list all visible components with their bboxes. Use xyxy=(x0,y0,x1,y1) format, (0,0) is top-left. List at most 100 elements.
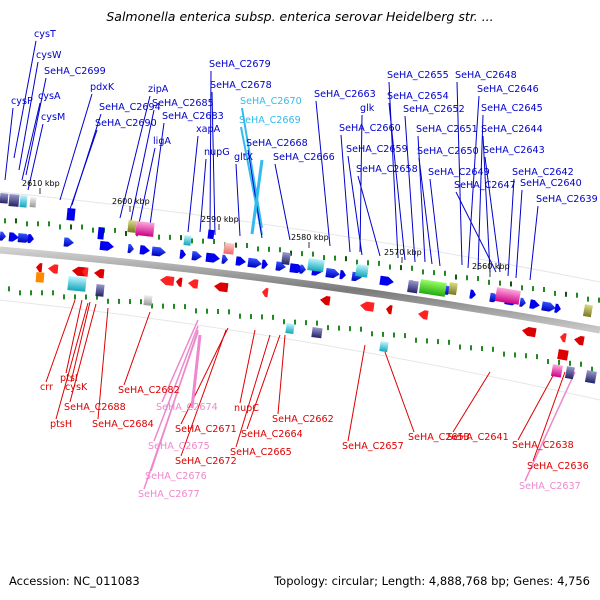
gene-label-seha-c2662[interactable]: SeHA_C2662 xyxy=(272,414,334,425)
gene-label-cysm[interactable]: cysM xyxy=(41,112,65,123)
gene-label-pdxk[interactable]: pdxK xyxy=(90,82,115,93)
gene-label-nupg[interactable]: nupG xyxy=(204,147,230,158)
category-gene-box[interactable] xyxy=(35,272,45,283)
category-gene-box[interactable] xyxy=(135,221,155,237)
forward-gene-feature[interactable] xyxy=(63,237,75,247)
gene-label-seha-c2648[interactable]: SeHA_C2648 xyxy=(455,70,517,81)
forward-gene-feature[interactable] xyxy=(0,231,6,241)
gene-label-seha-c2684[interactable]: SeHA_C2684 xyxy=(92,419,154,430)
category-gene-box[interactable] xyxy=(584,370,597,384)
category-gene-box[interactable] xyxy=(494,287,521,305)
gene-label-seha-c2655[interactable]: SeHA_C2655 xyxy=(387,70,449,81)
reverse-gene-feature[interactable] xyxy=(359,301,375,312)
gene-label-seha-c2694[interactable]: SeHA_C2694 xyxy=(99,102,161,113)
gene-label-nupc[interactable]: nupC xyxy=(234,403,259,414)
reverse-gene-feature[interactable] xyxy=(72,266,87,277)
gene-label-seha-c2699[interactable]: SeHA_C2699 xyxy=(44,66,106,77)
category-gene-box[interactable] xyxy=(8,194,20,207)
gene-label-cysa[interactable]: cysA xyxy=(38,91,61,102)
category-gene-box[interactable] xyxy=(285,323,295,334)
category-gene-box[interactable] xyxy=(281,252,291,265)
gene-label-seha-c2682[interactable]: SeHA_C2682 xyxy=(118,385,180,396)
gene-label-seha-c2658[interactable]: SeHA_C2658 xyxy=(356,164,418,175)
gene-label-seha-c2665[interactable]: SeHA_C2665 xyxy=(230,447,292,458)
category-gene-box[interactable] xyxy=(127,220,137,233)
forward-gene-feature[interactable] xyxy=(299,264,306,275)
forward-gene-feature[interactable] xyxy=(179,249,186,260)
category-gene-box[interactable] xyxy=(143,295,153,306)
gene-label-ptsi[interactable]: ptsI xyxy=(60,373,78,384)
gene-label-seha-c2645[interactable]: SeHA_C2645 xyxy=(481,103,543,114)
gene-label-seha-c2688[interactable]: SeHA_C2688 xyxy=(64,402,126,413)
forward-gene-feature[interactable] xyxy=(379,275,394,287)
gene-label-seha-c2664[interactable]: SeHA_C2664 xyxy=(241,429,303,440)
category-gene-box[interactable] xyxy=(19,195,28,208)
gene-label-ptsh[interactable]: ptsH xyxy=(50,419,72,430)
forward-gene-feature[interactable] xyxy=(99,240,115,251)
reverse-gene-feature[interactable] xyxy=(175,277,183,287)
forward-gene-feature[interactable] xyxy=(469,289,476,299)
forward-gene-feature[interactable] xyxy=(541,301,556,312)
highlight-cyan-feature[interactable] xyxy=(250,159,264,235)
category-gene-box[interactable] xyxy=(307,258,325,273)
forward-gene-feature[interactable] xyxy=(247,257,262,269)
category-gene-box[interactable] xyxy=(448,282,458,296)
category-gene-box[interactable] xyxy=(207,229,215,240)
forward-gene-feature[interactable] xyxy=(139,245,151,255)
forward-gene-feature[interactable] xyxy=(554,303,561,314)
reverse-gene-feature[interactable] xyxy=(160,275,175,286)
gene-label-seha-c2644[interactable]: SeHA_C2644 xyxy=(481,124,543,135)
gene-label-seha-c2641[interactable]: SeHA_C2641 xyxy=(447,432,509,443)
reverse-gene-feature[interactable] xyxy=(385,305,393,315)
reverse-gene-feature[interactable] xyxy=(36,263,43,273)
reverse-gene-feature[interactable] xyxy=(94,268,105,279)
category-gene-box[interactable] xyxy=(97,227,105,240)
gene-label-seha-c2666[interactable]: SeHA_C2666 xyxy=(273,152,335,163)
forward-gene-feature[interactable] xyxy=(151,246,167,257)
gene-label-cysw[interactable]: cysW xyxy=(36,50,62,61)
forward-gene-feature[interactable] xyxy=(127,243,135,254)
gene-label-seha-c2647[interactable]: SeHA_C2647 xyxy=(454,180,516,191)
gene-label-seha-c2651[interactable]: SeHA_C2651 xyxy=(416,124,478,135)
gene-label-seha-c2657[interactable]: SeHA_C2657 xyxy=(342,441,404,452)
gene-label-seha-c2650[interactable]: SeHA_C2650 xyxy=(417,146,479,157)
reverse-gene-feature[interactable] xyxy=(521,326,537,338)
gene-label-seha-c2652[interactable]: SeHA_C2652 xyxy=(403,104,465,115)
forward-gene-feature[interactable] xyxy=(8,232,20,242)
forward-gene-feature[interactable] xyxy=(275,261,286,271)
gene-label-seha-c2685[interactable]: SeHA_C2685 xyxy=(152,98,214,109)
gene-label-seha-c2675[interactable]: SeHA_C2675 xyxy=(148,441,210,452)
gene-label-seha-c2674[interactable]: SeHA_C2674 xyxy=(156,402,218,413)
forward-gene-feature[interactable] xyxy=(261,259,268,270)
category-gene-box[interactable] xyxy=(29,197,37,208)
category-gene-box[interactable] xyxy=(67,276,87,292)
gene-label-xapa[interactable]: xapA xyxy=(196,124,221,135)
forward-gene-feature[interactable] xyxy=(191,251,202,261)
gene-label-seha-c2660[interactable]: SeHA_C2660 xyxy=(339,123,401,134)
category-gene-box[interactable] xyxy=(311,327,323,339)
gene-label-seha-c2639[interactable]: SeHA_C2639 xyxy=(536,194,598,205)
gene-label-seha-c2678[interactable]: SeHA_C2678 xyxy=(210,80,272,91)
reverse-gene-feature[interactable] xyxy=(559,332,567,343)
gene-label-seha-c2671[interactable]: SeHA_C2671 xyxy=(175,424,237,435)
category-gene-box[interactable] xyxy=(418,279,447,297)
gene-label-glk[interactable]: glk xyxy=(360,103,375,114)
reverse-gene-feature[interactable] xyxy=(213,282,229,293)
category-gene-box[interactable] xyxy=(355,264,369,278)
gene-label-crr[interactable]: crr xyxy=(40,382,53,393)
category-gene-box[interactable] xyxy=(564,366,575,380)
category-gene-box[interactable] xyxy=(407,280,419,294)
gene-label-seha-c2668[interactable]: SeHA_C2668 xyxy=(246,138,308,149)
forward-gene-feature[interactable] xyxy=(529,299,540,310)
gene-label-seha-c2643[interactable]: SeHA_C2643 xyxy=(483,145,545,156)
gene-label-seha-c2677[interactable]: SeHA_C2677 xyxy=(138,489,200,500)
gene-label-seha-c2649[interactable]: SeHA_C2649 xyxy=(428,167,490,178)
category-gene-box[interactable] xyxy=(183,235,192,246)
category-gene-box[interactable] xyxy=(557,349,569,361)
gene-label-seha-c2638[interactable]: SeHA_C2638 xyxy=(512,440,574,451)
gene-label-seha-c2653[interactable]: SeHA_C2653 xyxy=(408,432,470,443)
gene-label-liga[interactable]: ligA xyxy=(153,136,171,147)
forward-gene-feature[interactable] xyxy=(235,256,246,266)
gene-label-seha-c2663[interactable]: SeHA_C2663 xyxy=(314,89,376,100)
gene-label-seha-c2683[interactable]: SeHA_C2683 xyxy=(162,111,224,122)
